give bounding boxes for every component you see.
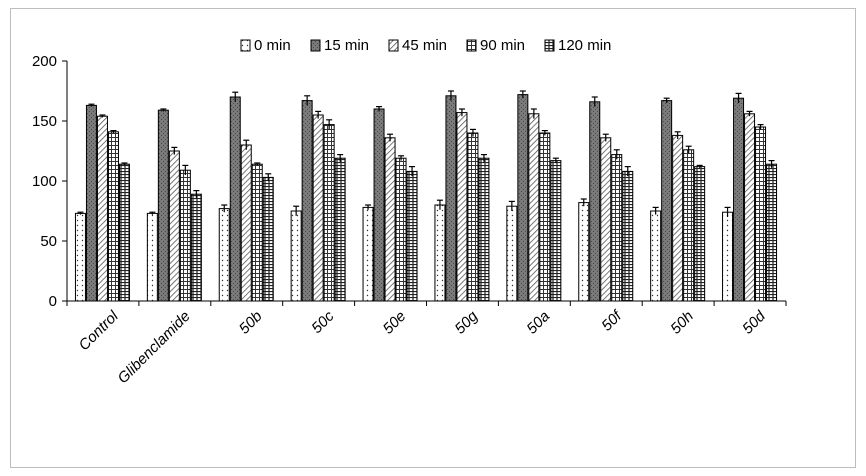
bar-90-min-Glibenclamide — [179, 169, 191, 302]
bar-0-min-50h — [650, 210, 662, 302]
category-label: Glibenclamide — [114, 308, 193, 387]
bar-45-min-50g — [456, 112, 468, 302]
y-tick-label: 50 — [40, 233, 57, 250]
bar-90-min-50g — [467, 132, 479, 302]
bar-90-min-Control — [107, 131, 119, 302]
category-label: 50e — [380, 308, 410, 338]
bar-90-min-50a — [539, 132, 551, 302]
legend-label: 90 min — [480, 37, 525, 54]
y-tick-label: 200 — [32, 53, 57, 70]
y-tick-label: 100 — [32, 173, 57, 190]
bars-group — [74, 90, 778, 302]
bar-90-min-50e — [395, 157, 407, 302]
bar-120-min-50g — [478, 157, 490, 302]
legend-label: 120 min — [558, 37, 611, 54]
category-label: 50h — [667, 308, 697, 338]
bar-45-min-50h — [672, 134, 684, 302]
bar-90-min-50b — [251, 163, 263, 302]
bar-0-min-50a — [506, 205, 518, 302]
category-label: 50f — [598, 307, 626, 335]
category-label: 50d — [739, 307, 769, 337]
legend: 0 min 15 min 45 min 90 min 120 min — [240, 37, 611, 54]
bar-120-min-Glibenclamide — [190, 193, 202, 302]
category-label: 50b — [236, 308, 266, 338]
bar-15-min-50b — [229, 96, 241, 302]
category-label: 50c — [308, 307, 337, 336]
bar-90-min-50d — [755, 126, 767, 302]
legend-label: 15 min — [324, 37, 369, 54]
bar-120-min-50c — [334, 157, 346, 302]
bar-15-min-Control — [85, 104, 97, 302]
legend-swatch — [544, 39, 555, 52]
bar-90-min-50c — [323, 124, 335, 302]
bar-15-min-50h — [661, 100, 673, 302]
bar-15-min-50a — [517, 94, 529, 302]
bar-45-min-50a — [528, 113, 540, 302]
bar-15-min-Glibenclamide — [157, 109, 169, 302]
legend-swatch — [466, 39, 477, 52]
bar-45-min-Control — [96, 115, 108, 302]
category-label: 50a — [523, 308, 553, 338]
bar-0-min-50e — [362, 206, 374, 302]
bar-45-min-50c — [312, 114, 324, 302]
legend-swatch — [240, 39, 251, 52]
bar-0-min-50d — [722, 211, 734, 302]
bar-90-min-50h — [683, 149, 695, 302]
bar-15-min-50g — [445, 95, 457, 302]
bar-90-min-50f — [611, 154, 623, 302]
bar-0-min-50c — [290, 210, 302, 302]
bar-0-min-50f — [578, 202, 590, 302]
bar-15-min-50e — [373, 108, 385, 302]
bar-120-min-50a — [550, 160, 562, 302]
y-tick-label: 150 — [32, 113, 57, 130]
category-label: Control — [76, 307, 123, 354]
bar-15-min-50d — [733, 97, 745, 302]
legend-label: 45 min — [402, 37, 447, 54]
legend-label: 0 min — [254, 37, 291, 54]
bar-120-min-50d — [766, 163, 778, 302]
bar-120-min-50f — [622, 170, 634, 302]
bar-0-min-50b — [218, 208, 230, 302]
bar-45-min-50b — [240, 144, 252, 302]
y-tick-label: 0 — [49, 293, 57, 310]
bar-15-min-50c — [301, 100, 313, 302]
bar-120-min-Control — [118, 163, 130, 302]
bar-45-min-50e — [384, 137, 396, 302]
bar-0-min-Control — [74, 212, 86, 302]
bar-45-min-50f — [600, 137, 612, 302]
category-label: 50g — [452, 307, 482, 337]
bar-120-min-50b — [262, 176, 274, 302]
bar-45-min-50d — [744, 113, 756, 302]
chart-frame: 0 50 100 150 200 Control Glibenclamide 50b 50c 50… — [10, 8, 856, 468]
bar-45-min-Glibenclamide — [168, 150, 180, 302]
bar-0-min-50g — [434, 204, 446, 302]
bar-120-min-50e — [406, 170, 418, 302]
bar-0-min-Glibenclamide — [146, 212, 158, 302]
bar-15-min-50f — [589, 101, 601, 302]
legend-swatch — [310, 39, 321, 52]
legend-swatch — [388, 39, 399, 52]
bar-120-min-50h — [694, 166, 706, 302]
